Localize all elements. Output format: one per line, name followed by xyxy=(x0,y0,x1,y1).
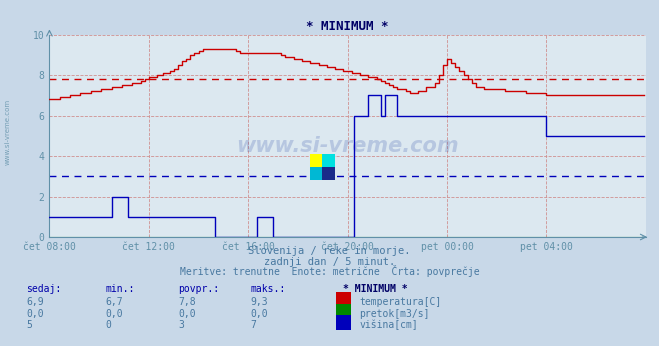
Text: povpr.:: povpr.: xyxy=(178,284,219,294)
Text: www.si-vreme.com: www.si-vreme.com xyxy=(237,136,459,156)
Text: * MINIMUM *: * MINIMUM * xyxy=(343,284,407,294)
Text: 0,0: 0,0 xyxy=(178,309,196,319)
Text: 0,0: 0,0 xyxy=(105,309,123,319)
Text: 0: 0 xyxy=(105,320,111,330)
Text: maks.:: maks.: xyxy=(250,284,285,294)
Text: 9,3: 9,3 xyxy=(250,297,268,307)
Text: 3: 3 xyxy=(178,320,184,330)
Text: Slovenija / reke in morje.: Slovenija / reke in morje. xyxy=(248,246,411,256)
Text: zadnji dan / 5 minut.: zadnji dan / 5 minut. xyxy=(264,257,395,267)
Text: višina[cm]: višina[cm] xyxy=(359,320,418,330)
Text: 0,0: 0,0 xyxy=(26,309,44,319)
Text: 7: 7 xyxy=(250,320,256,330)
Text: 6,7: 6,7 xyxy=(105,297,123,307)
Text: min.:: min.: xyxy=(105,284,135,294)
Text: pretok[m3/s]: pretok[m3/s] xyxy=(359,309,430,319)
Text: 7,8: 7,8 xyxy=(178,297,196,307)
Text: 5: 5 xyxy=(26,320,32,330)
Text: 6,9: 6,9 xyxy=(26,297,44,307)
Text: Meritve: trenutne  Enote: metrične  Črta: povprečje: Meritve: trenutne Enote: metrične Črta: … xyxy=(180,265,479,277)
Text: sedaj:: sedaj: xyxy=(26,284,61,294)
Title: * MINIMUM *: * MINIMUM * xyxy=(306,20,389,34)
Text: temperatura[C]: temperatura[C] xyxy=(359,297,442,307)
Text: www.si-vreme.com: www.si-vreme.com xyxy=(5,98,11,165)
Text: 0,0: 0,0 xyxy=(250,309,268,319)
